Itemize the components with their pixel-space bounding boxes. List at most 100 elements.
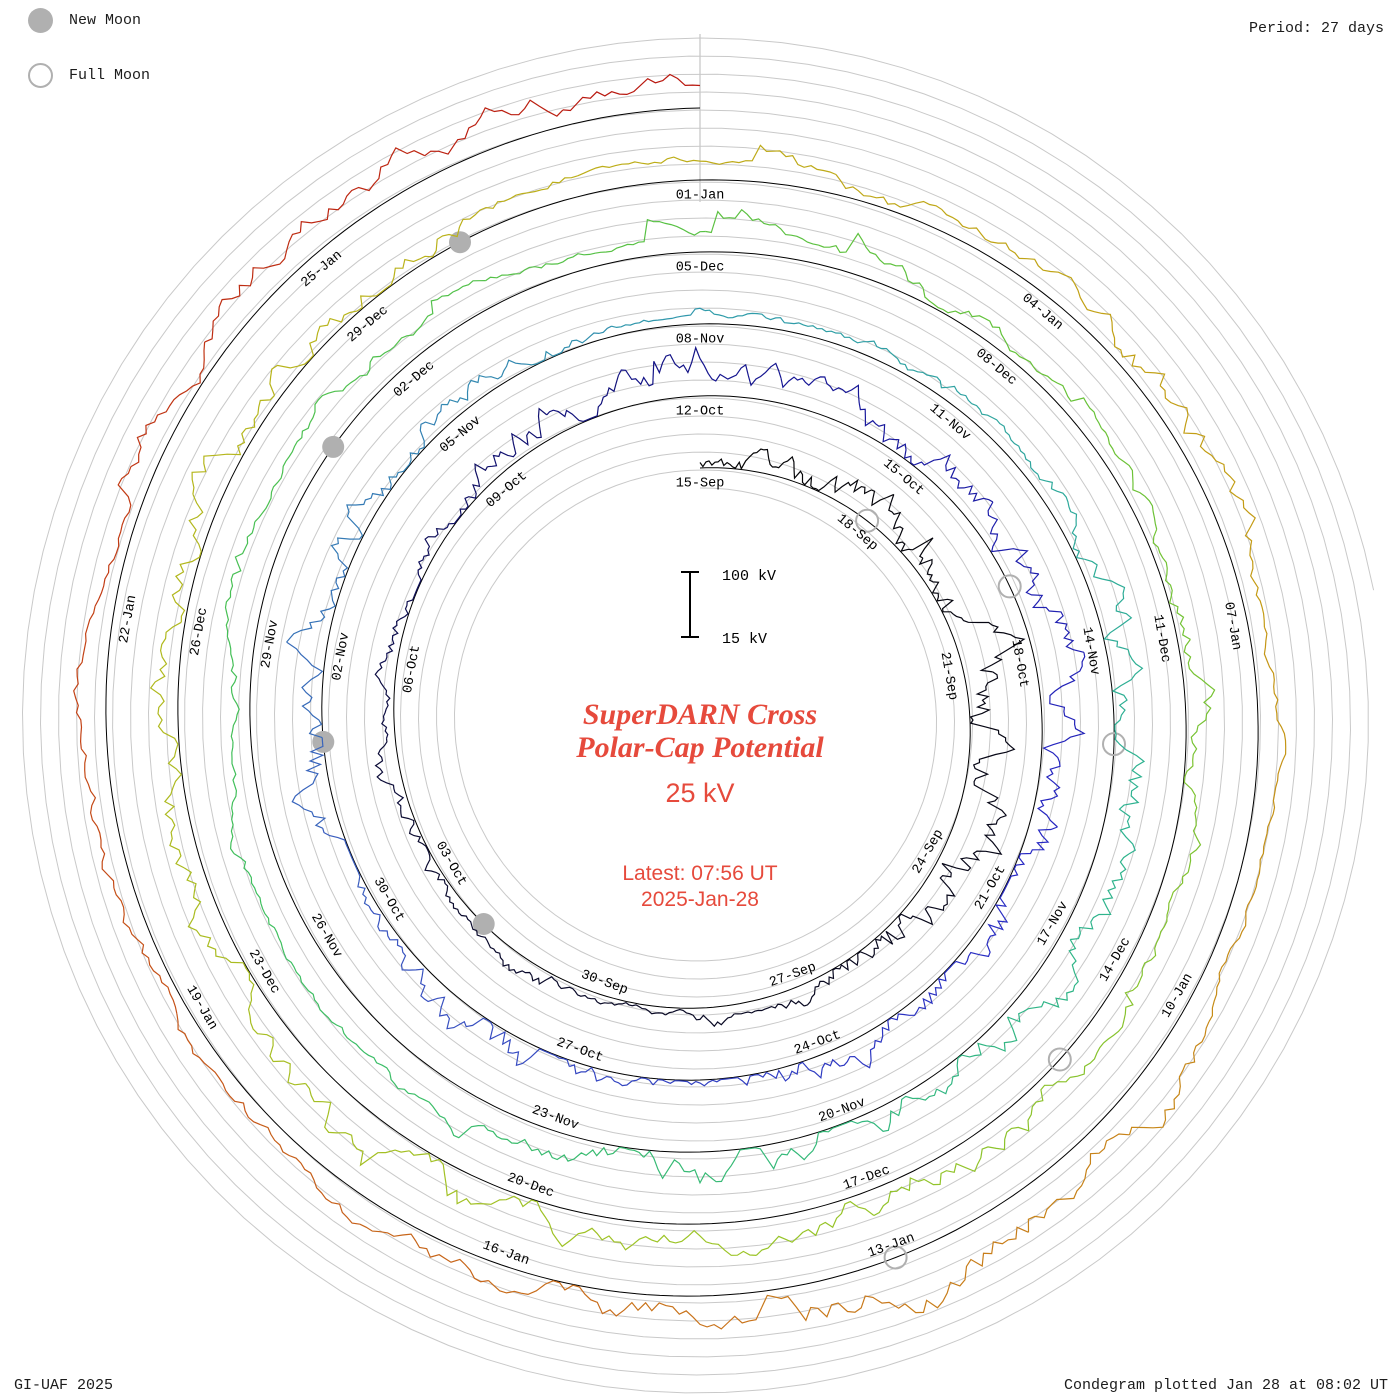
baseline-spiral xyxy=(105,107,1259,1297)
potential-trace-segment xyxy=(424,99,564,157)
scale-bottom-label: 15 kV xyxy=(722,631,767,648)
potential-trace-segment xyxy=(780,376,860,404)
date-label-24-Oct: 24-Oct xyxy=(792,1028,843,1059)
potential-trace-segment xyxy=(526,325,612,366)
date-label-02-Nov: 02-Nov xyxy=(330,632,353,682)
potential-trace-segment xyxy=(1084,558,1133,651)
potential-trace-segment xyxy=(299,147,426,233)
potential-trace-segment xyxy=(745,1124,843,1170)
grid-spiral xyxy=(21,37,1375,1394)
potential-trace-segment xyxy=(1037,474,1085,560)
potential-trace-segment xyxy=(537,1146,645,1162)
potential-trace-segment xyxy=(487,407,548,468)
potential-trace-segment xyxy=(952,613,1026,673)
potential-trace-segment xyxy=(577,156,707,177)
potential-trace-segment xyxy=(873,1157,982,1217)
potential-trace-segment xyxy=(1183,639,1216,755)
potential-trace-segment xyxy=(941,815,1007,872)
potential-trace-segment xyxy=(171,493,204,623)
potential-trace-segment xyxy=(821,1017,892,1069)
potential-trace-segment xyxy=(617,345,701,387)
potential-trace-segment xyxy=(737,1061,823,1087)
potential-trace-segment xyxy=(611,307,706,329)
full-moon-marker xyxy=(1102,732,1126,757)
potential-trace-segment xyxy=(841,1088,938,1132)
potential-trace-segment xyxy=(286,641,324,739)
potential-trace-segment xyxy=(94,466,132,607)
potential-trace-segment xyxy=(351,1040,437,1112)
date-label-05-Dec: 05-Dec xyxy=(676,261,725,276)
potential-trace-segment xyxy=(761,1294,906,1322)
potential-trace-segment xyxy=(1027,1133,1130,1233)
potential-trace-segment xyxy=(435,871,477,932)
potential-trace-segment xyxy=(972,740,1016,816)
potential-trace-segment xyxy=(1159,385,1237,497)
potential-trace-segment xyxy=(818,232,924,289)
potential-trace-segment xyxy=(936,1016,1018,1095)
potential-trace-segment xyxy=(835,174,959,222)
potential-trace-segment xyxy=(888,494,934,559)
potential-trace-segment xyxy=(1070,980,1141,1078)
potential-trace-segment xyxy=(286,558,349,643)
date-label-17-Dec: 17-Dec xyxy=(841,1163,892,1194)
potential-trace-segment xyxy=(623,1301,763,1330)
potential-trace-segment xyxy=(1128,1021,1210,1135)
moon-legend: New Moon Full Moon xyxy=(28,8,150,118)
potential-trace-segment xyxy=(368,905,424,977)
potential-trace-segment xyxy=(359,1223,489,1283)
potential-trace-segment xyxy=(755,1200,875,1256)
potential-trace-segment xyxy=(969,671,1007,742)
potential-trace-segment xyxy=(1015,352,1102,429)
potential-trace-segment xyxy=(699,358,782,387)
potential-trace-segment xyxy=(957,220,1076,285)
potential-trace-segment xyxy=(1183,754,1202,873)
potential-trace-segment xyxy=(229,741,238,854)
potential-trace-segment xyxy=(485,252,596,282)
potential-trace-segment xyxy=(857,913,911,961)
potential-trace-segment xyxy=(518,1199,633,1251)
date-label-25-Jan: 25-Jan xyxy=(299,248,346,291)
potential-trace-segment xyxy=(734,999,805,1015)
date-label-22-Jan: 22-Jan xyxy=(117,594,140,644)
date-label-18-Oct: 18-Oct xyxy=(1007,639,1030,689)
full-moon-marker xyxy=(855,508,880,533)
potential-trace-segment xyxy=(113,887,178,1015)
potential-trace-segment xyxy=(305,1083,410,1167)
date-label-16-Jan: 16-Jan xyxy=(480,1238,531,1269)
potential-trace-segment xyxy=(1007,939,1079,1023)
full-moon-marker xyxy=(1047,1047,1072,1072)
period-label: Period: 27 days xyxy=(1248,20,1384,37)
date-label-13-Jan: 13-Jan xyxy=(866,1231,917,1262)
potential-trace-segment xyxy=(1152,529,1191,640)
potential-trace-segment xyxy=(699,448,765,471)
potential-trace-segment xyxy=(1139,871,1189,982)
date-label-09-Oct: 09-Oct xyxy=(484,469,531,512)
full-moon-marker xyxy=(997,574,1022,599)
potential-trace-segment xyxy=(922,288,1016,354)
potential-trace-segment xyxy=(400,809,437,873)
potential-trace-segment xyxy=(226,630,240,742)
potential-trace-segment xyxy=(269,307,363,396)
potential-trace-segment xyxy=(458,175,578,228)
potential-trace-segment xyxy=(204,231,301,343)
potential-trace-segment xyxy=(706,144,837,176)
potential-trace-segment xyxy=(330,484,392,560)
potential-trace-segment xyxy=(531,975,598,1003)
potential-trace-segment xyxy=(393,280,486,348)
potential-trace-segment xyxy=(309,346,395,423)
potential-trace-segment xyxy=(233,853,285,954)
date-label-29-Dec: 29-Dec xyxy=(345,303,392,346)
potential-trace-segment xyxy=(904,1226,1029,1314)
potential-trace-segment xyxy=(388,404,442,485)
potential-trace-segment xyxy=(803,958,859,1007)
potential-trace-segment xyxy=(955,894,1009,966)
full-moon-legend-row: Full Moon xyxy=(28,63,150,88)
full-moon-icon xyxy=(28,63,53,88)
potential-trace-segment xyxy=(858,402,915,466)
potential-trace-segment xyxy=(73,605,96,749)
potential-trace-segment xyxy=(798,322,891,353)
potential-trace-segment xyxy=(379,596,415,665)
potential-trace-segment xyxy=(1118,749,1146,855)
potential-trace-segment xyxy=(149,621,182,745)
